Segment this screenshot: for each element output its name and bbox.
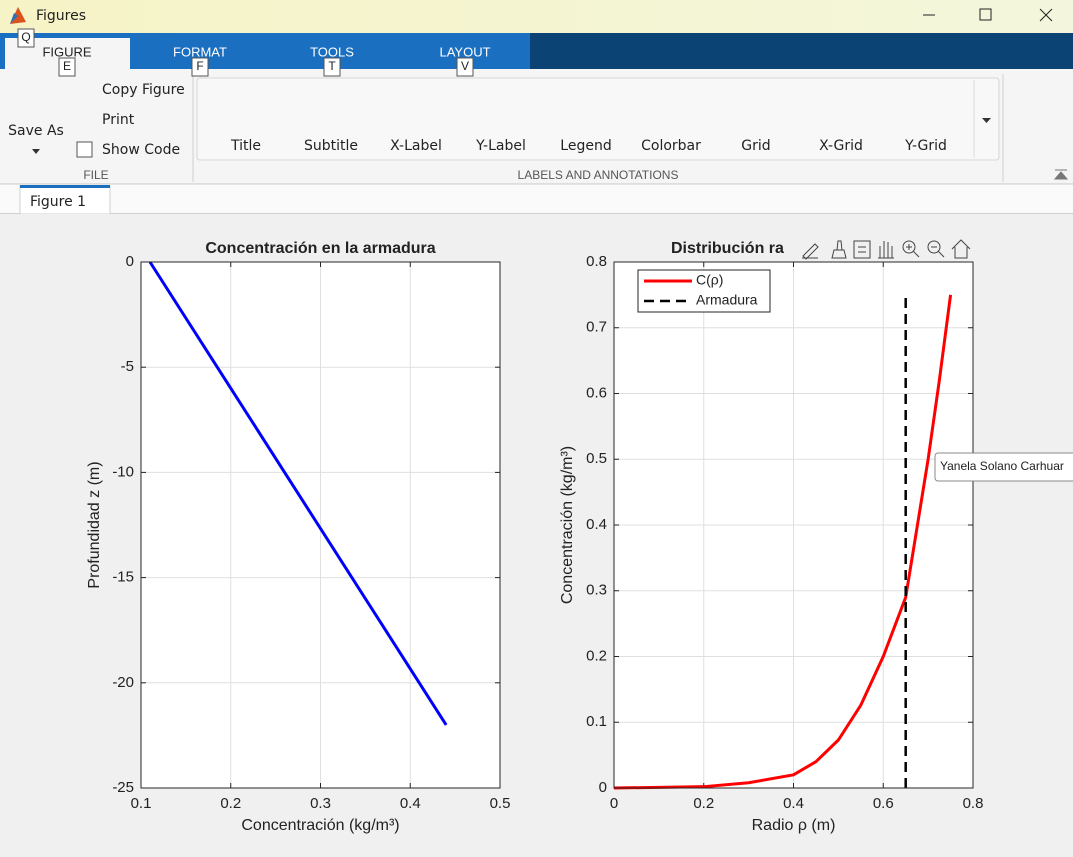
y-axis-label: Concentración (kg/m³) [559, 446, 576, 604]
figure-tab-label[interactable]: Figure 1 [30, 194, 86, 210]
y-tick-label: -25 [112, 779, 134, 796]
y-tick-label: 0 [126, 253, 134, 270]
figure-tab-accent [20, 185, 110, 188]
gallery-dropdown[interactable] [982, 118, 991, 123]
export-icon-lines [858, 246, 866, 253]
pan-icon[interactable] [878, 241, 894, 259]
brush-icon[interactable] [802, 243, 819, 260]
key-tip-label: F [196, 59, 203, 73]
series-line [613, 294, 953, 790]
save-as-button[interactable]: Save As [8, 123, 64, 139]
gallery [196, 77, 1000, 161]
legend-label: C(ρ) [696, 272, 723, 288]
chart-title: Concentración en la armadura [205, 240, 435, 257]
key-tip [456, 57, 474, 77]
y-tick-label: -10 [112, 463, 134, 480]
key-tip [191, 57, 209, 77]
checkbox[interactable] [76, 141, 93, 158]
key-tip [58, 57, 76, 77]
home-icon[interactable] [951, 239, 971, 259]
x-tick-label: 0.1 [131, 795, 152, 812]
key-tip-label: T [328, 59, 336, 73]
y-axis-label: Profundidad z (m) [86, 461, 103, 588]
y-tick-label: -20 [112, 674, 134, 691]
x-tick-label: 0.5 [490, 795, 511, 812]
y-tick-label: 0.1 [586, 713, 607, 730]
print-button[interactable]: Print [102, 112, 135, 128]
x-tick-label: 0.4 [400, 795, 421, 812]
key-tip [323, 57, 341, 77]
window-title: Figures [36, 8, 86, 24]
x-tick-label: 0.8 [963, 795, 984, 812]
key-tip [17, 28, 35, 48]
app-icon-part [10, 13, 18, 24]
x-axis-label: Radio ρ (m) [752, 817, 836, 834]
gallery-item[interactable]: Y-Label [475, 138, 526, 154]
axes-box [140, 261, 501, 789]
x-tick-label: 0.2 [220, 795, 241, 812]
y-tick-label: 0.6 [586, 384, 607, 401]
gallery-item[interactable]: Subtitle [304, 138, 358, 154]
gallery-item[interactable]: X-Grid [819, 138, 863, 154]
y-tick-label: 0.2 [586, 647, 607, 664]
gallery-item[interactable]: Title [230, 138, 261, 154]
series-line [148, 261, 448, 726]
tab[interactable]: LAYOUT [439, 44, 490, 59]
x-tick-label: 0.2 [693, 795, 714, 812]
tab[interactable]: FIGURE [42, 44, 91, 59]
key-tip-label: V [461, 59, 469, 73]
dropdown-arrow[interactable] [32, 149, 40, 154]
gallery-item[interactable]: Y-Grid [904, 138, 947, 154]
copy-figure-button[interactable]: Copy Figure [102, 82, 185, 98]
collapse-ribbon[interactable] [1053, 169, 1069, 180]
group-label: FILE [83, 168, 108, 182]
y-tick-label: -15 [112, 569, 134, 586]
key-tip-label: E [63, 59, 71, 73]
y-tick-label: 0 [599, 779, 607, 796]
gallery-item[interactable]: Grid [741, 138, 770, 154]
x-tick-label: 0 [610, 795, 618, 812]
key-tip-label: Q [21, 30, 30, 44]
data-tip-icon[interactable] [831, 240, 847, 259]
title-bar [0, 0, 1073, 33]
x-tick-label: 0.4 [783, 795, 804, 812]
axes-toolbar [800, 236, 974, 260]
y-tick-label: 0.3 [586, 582, 607, 599]
gallery-item[interactable]: Colorbar [641, 138, 701, 154]
zoom-out-icon[interactable] [927, 240, 941, 254]
legend-label: Armadura [696, 292, 758, 308]
zoom-in-icon[interactable] [902, 240, 916, 254]
group-label: LABELS AND ANNOTATIONS [518, 168, 679, 182]
chart-title: Distribución ra [671, 240, 784, 257]
close-button[interactable] [1039, 8, 1053, 22]
export-icon[interactable] [853, 240, 871, 259]
tab-strip-end [530, 33, 1073, 69]
maximize-button[interactable] [979, 8, 992, 21]
tab[interactable]: TOOLS [310, 44, 354, 59]
y-tick-label: 0.7 [586, 319, 607, 336]
gallery-item[interactable]: Legend [560, 138, 611, 154]
show-code-label[interactable]: Show Code [102, 142, 180, 158]
y-tick-label: 0.4 [586, 516, 607, 533]
legend [637, 269, 771, 313]
figure-tab-strip [0, 185, 1073, 214]
axes-box [613, 261, 974, 789]
y-tick-label: -5 [121, 358, 134, 375]
tab[interactable]: FORMAT [173, 44, 227, 59]
figure-tab[interactable] [19, 185, 111, 215]
zoom-out-glyph [931, 246, 945, 258]
x-tick-label: 0.3 [310, 795, 331, 812]
zoom-in-glyph [906, 244, 920, 258]
gallery-item[interactable]: X-Label [390, 138, 442, 154]
y-tick-label: 0.5 [586, 450, 607, 467]
datatip [934, 452, 1073, 482]
y-tick-label: 0.8 [586, 253, 607, 270]
datatip-text: Yanela Solano Carhuar [940, 459, 1064, 473]
x-tick-label: 0.6 [873, 795, 894, 812]
x-axis-label: Concentración (kg/m³) [241, 817, 399, 834]
axes-toolbar-bg [800, 236, 974, 260]
